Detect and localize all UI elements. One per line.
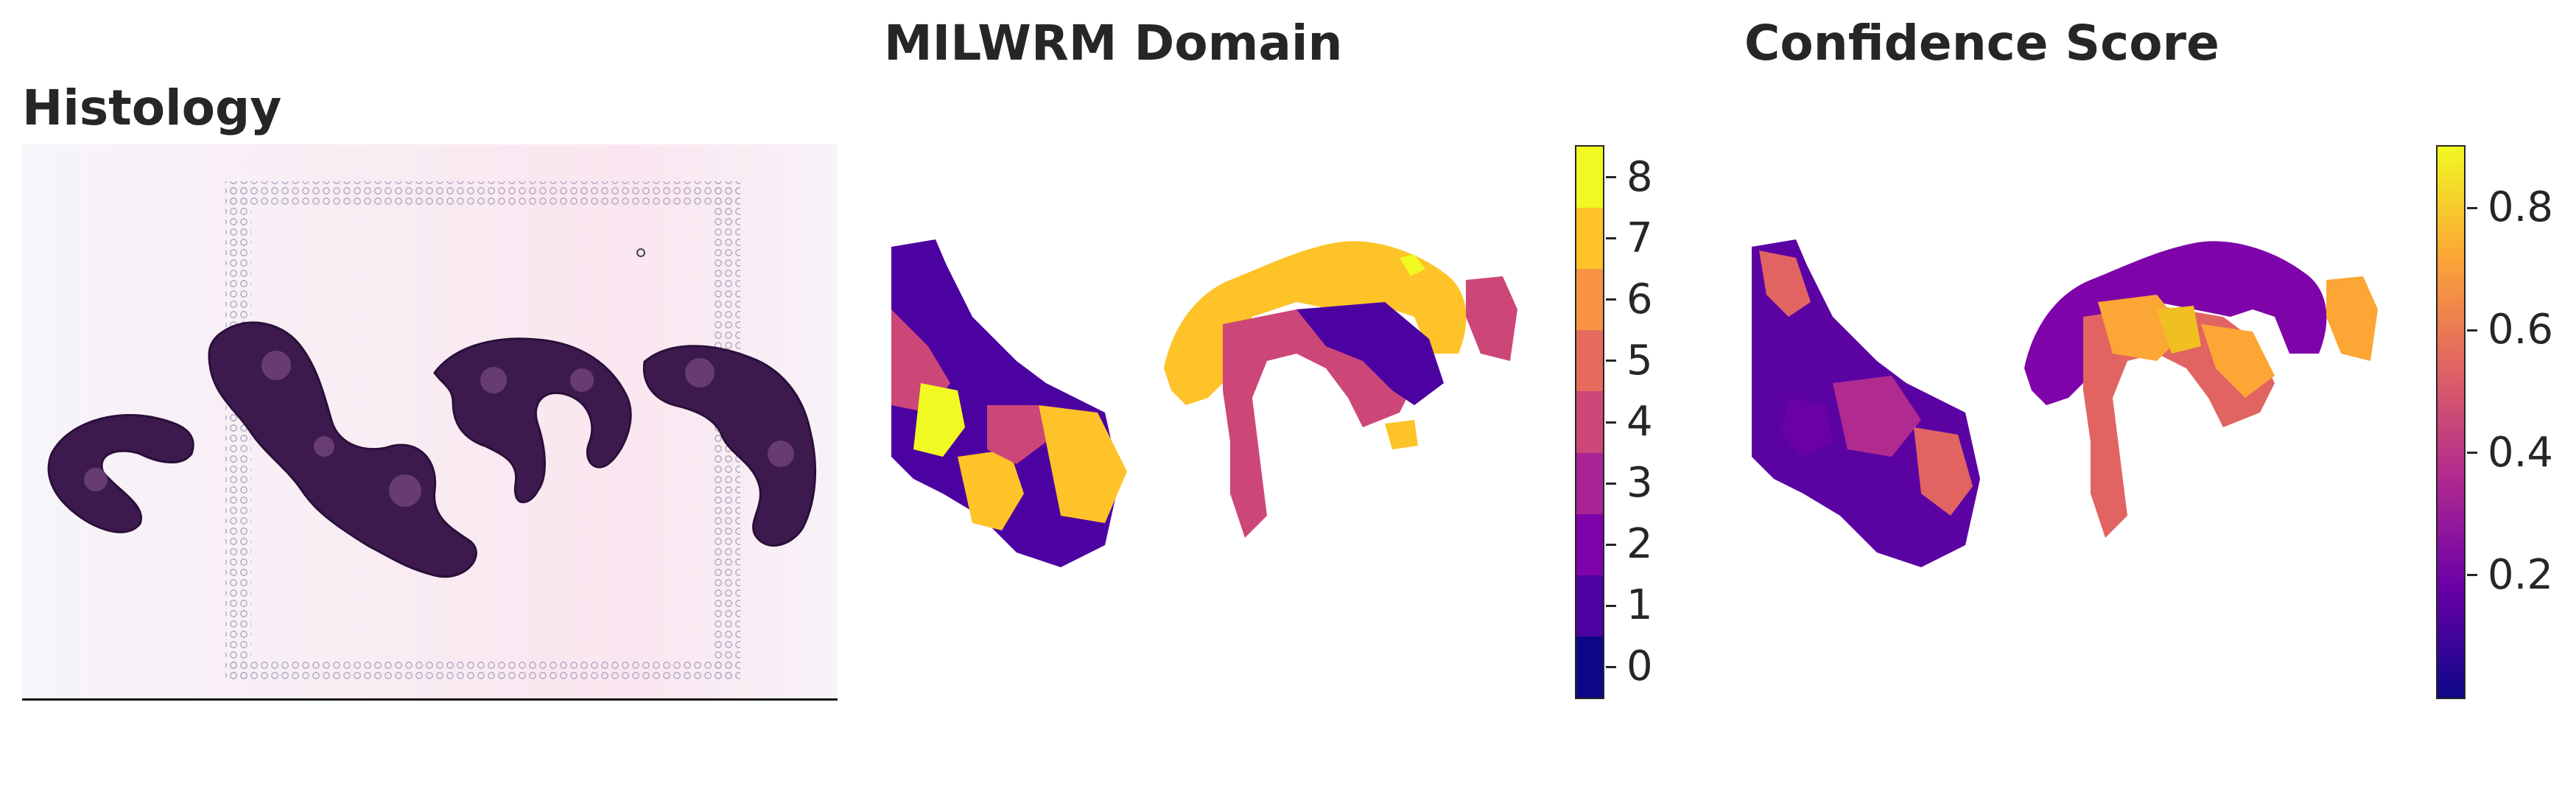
domain-colorbar-tick-label: 8 bbox=[1626, 152, 1653, 201]
domain-colorbar-tick bbox=[1606, 482, 1616, 485]
domain-colorbar: 0 1 2 3 4 5 6 7 8 bbox=[1575, 145, 1653, 699]
confidence-colorbar-tick-label: 0.6 bbox=[2488, 306, 2554, 354]
domain-colorbar-segment bbox=[1576, 513, 1603, 575]
domain-colorbar-tick-label: 0 bbox=[1626, 642, 1653, 691]
histology-title: Histology bbox=[22, 80, 282, 136]
confidence-colorbar-tick bbox=[2467, 574, 2477, 577]
domain-colorbar-tick bbox=[1606, 360, 1616, 362]
domain-colorbar-tick-label: 5 bbox=[1626, 336, 1653, 385]
domain-colorbar-segment bbox=[1576, 330, 1603, 392]
domain-colorbar-tick bbox=[1606, 421, 1616, 424]
confidence-colorbar-tick-label: 0.4 bbox=[2488, 428, 2554, 477]
confidence-colorbar-tick bbox=[2467, 206, 2477, 209]
confidence-colorbar: 0.2 0.4 0.6 0.8 bbox=[2436, 145, 2553, 699]
domain-colorbar-segment bbox=[1576, 452, 1603, 514]
confidence-score-map bbox=[1752, 239, 2378, 567]
domain-colorbar-tick-label: 6 bbox=[1626, 275, 1653, 323]
domain-colorbar-tick-label: 4 bbox=[1626, 398, 1653, 446]
milwrm-domain-map bbox=[891, 239, 1517, 567]
domain-colorbar-tick bbox=[1606, 665, 1616, 668]
domain-colorbar-tick bbox=[1606, 543, 1616, 546]
confidence-colorbar-gradient bbox=[2438, 147, 2464, 698]
confidence-colorbar-tick bbox=[2467, 329, 2477, 332]
histology-image bbox=[22, 144, 838, 701]
domain-colorbar-tick-label: 3 bbox=[1626, 459, 1653, 508]
milwrm-domain-title: MILWRM Domain bbox=[884, 15, 1343, 71]
domain-colorbar-segment bbox=[1576, 147, 1603, 208]
domain-colorbar-tick bbox=[1606, 298, 1616, 301]
confidence-colorbar-tick-label: 0.8 bbox=[2488, 183, 2554, 232]
domain-colorbar-segment bbox=[1576, 208, 1603, 270]
domain-colorbar-tick-label: 1 bbox=[1626, 581, 1653, 630]
domain-colorbar-tick bbox=[1606, 237, 1616, 240]
domain-colorbar-segment bbox=[1576, 636, 1603, 698]
domain-colorbar-tick bbox=[1606, 176, 1616, 179]
confidence-score-title: Confidence Score bbox=[1744, 15, 2219, 71]
confidence-colorbar-tick-label: 0.2 bbox=[2488, 550, 2554, 599]
domain-colorbar-segment bbox=[1576, 391, 1603, 453]
confidence-colorbar-tick bbox=[2467, 452, 2477, 455]
domain-colorbar-segment bbox=[1576, 575, 1603, 637]
domain-colorbar-tick-label: 7 bbox=[1626, 214, 1653, 262]
domain-colorbar-tick bbox=[1606, 604, 1616, 607]
domain-colorbar-segment bbox=[1576, 269, 1603, 331]
domain-colorbar-tick-label: 2 bbox=[1626, 520, 1653, 569]
